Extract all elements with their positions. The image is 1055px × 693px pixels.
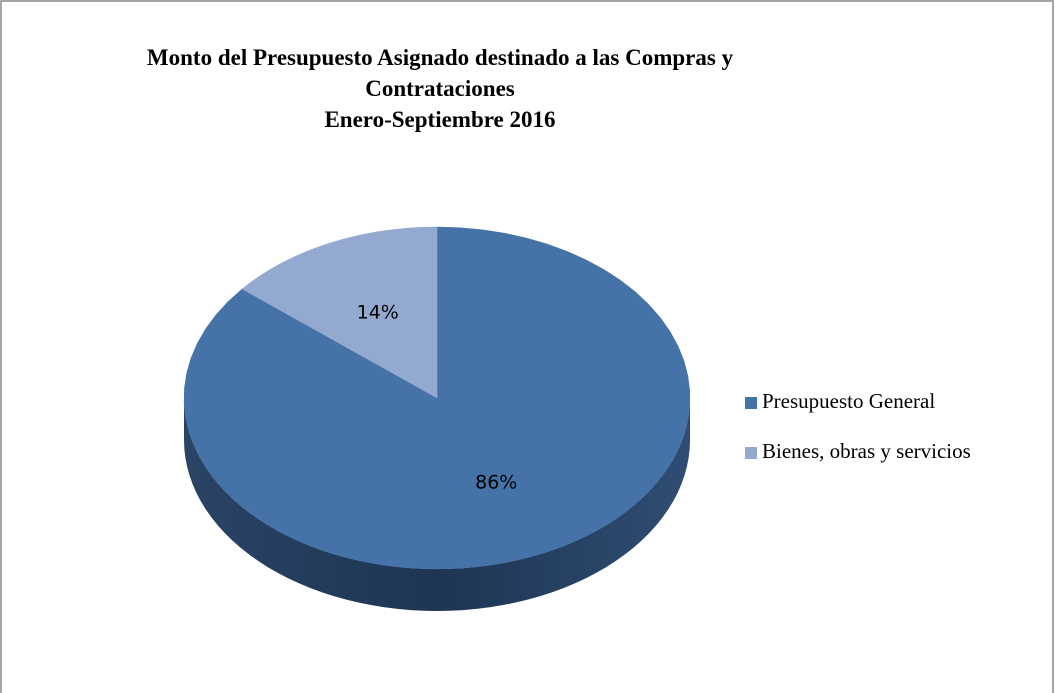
legend-swatch — [745, 397, 757, 409]
legend-label: Presupuesto General — [762, 389, 935, 413]
legend-label: Bienes, obras y servicios — [762, 439, 971, 463]
chart-title-block: Monto del Presupuesto Asignado destinado… — [140, 42, 740, 135]
legend-swatch — [745, 447, 757, 459]
pie-side — [184, 398, 690, 611]
chart-subtitle: Enero-Septiembre 2016 — [324, 107, 556, 132]
data-label: 86% — [475, 472, 517, 494]
data-label: 14% — [357, 301, 399, 323]
chart-title: Monto del Presupuesto Asignado destinado… — [146, 45, 734, 101]
pie-slice — [241, 226, 438, 399]
